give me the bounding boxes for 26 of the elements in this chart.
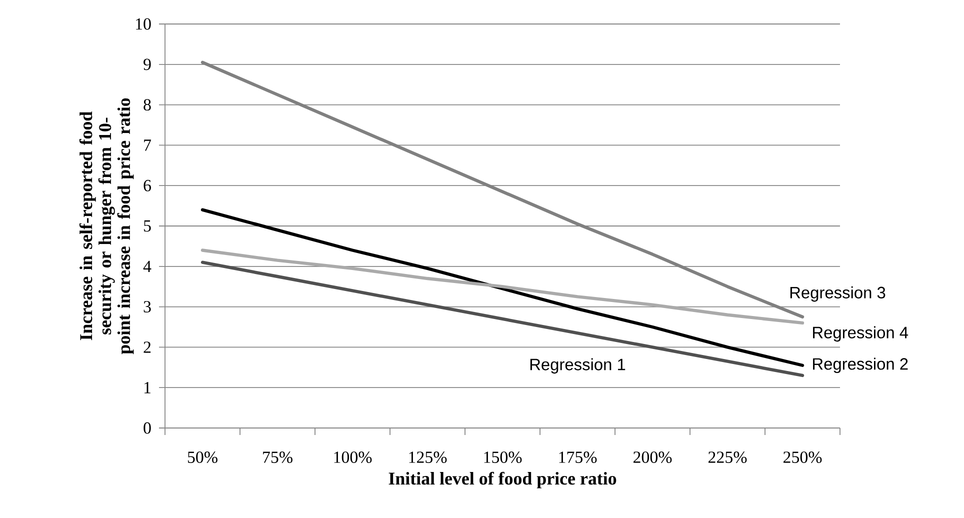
y-tick-label: 2 [144, 342, 151, 353]
y-axis-title: Increase in self-reported food security or hunger from 10-point increase in food price ratio [79, 98, 134, 354]
x-tick-label: 75% [263, 452, 292, 464]
series-label: Regression 4 [813, 326, 908, 342]
y-tick-label: 6 [144, 180, 151, 192]
series-label: Regression 2 [813, 358, 908, 374]
y-tick-label: 8 [144, 99, 151, 111]
x-tick-label: 175% [559, 452, 597, 464]
y-tick-label: 7 [144, 140, 151, 151]
x-tick-label: 50% [188, 452, 218, 464]
y-tick-label: 5 [144, 220, 151, 232]
x-tick-label: 150% [484, 452, 522, 464]
x-tick-label: 200% [633, 452, 672, 464]
series-label: Regression 1 [530, 358, 626, 374]
x-tick-label: 125% [409, 452, 447, 464]
x-tick-label: 225% [708, 452, 747, 464]
y-tick-label: 9 [144, 58, 151, 70]
x-tick-label: 250% [784, 452, 822, 464]
y-tick-label: 3 [144, 301, 151, 312]
series-label: Regression 3 [790, 286, 886, 302]
y-tick-label: 10 [136, 18, 151, 30]
y-tick-label: 0 [144, 422, 151, 434]
y-tick-label: 4 [143, 260, 152, 272]
y-tick-label: 1 [144, 382, 150, 394]
x-tick-label: 100% [334, 452, 372, 464]
x-axis-title: Initial level of food price ratio [388, 472, 616, 488]
